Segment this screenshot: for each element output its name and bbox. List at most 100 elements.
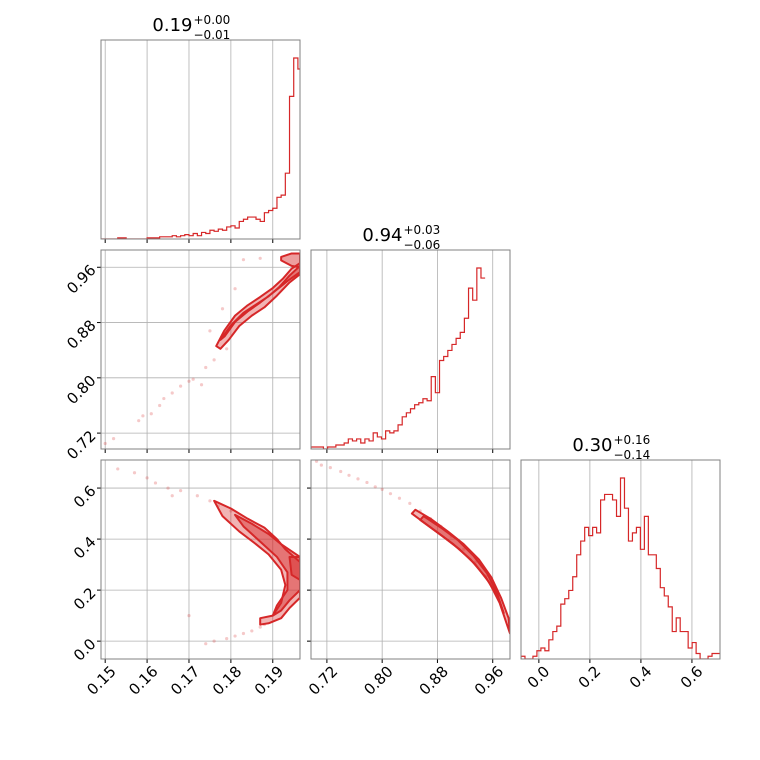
- panel-frame: [100, 249, 301, 450]
- sample-point: [212, 639, 216, 643]
- sample-point: [137, 419, 141, 423]
- x-tick-label: 0.88: [416, 662, 452, 698]
- sample-point: [233, 287, 237, 291]
- title-minus: −0.14: [614, 448, 651, 462]
- sample-point: [229, 509, 233, 513]
- panel-frame: [520, 459, 721, 660]
- x-tick-label: 0.6: [677, 662, 707, 692]
- sample-point: [179, 489, 183, 493]
- x-tick-label: 0.19: [251, 662, 287, 698]
- sample-point: [365, 480, 369, 485]
- x-tick-label: 0.72: [305, 662, 341, 698]
- sample-point: [141, 414, 145, 418]
- contour-level: [410, 508, 510, 635]
- title-minus: −0.06: [404, 238, 441, 252]
- sample-point: [373, 485, 377, 489]
- y-tick-label: 0.4: [70, 533, 100, 563]
- sample-point: [328, 466, 332, 470]
- sample-point: [220, 307, 225, 311]
- sample-point: [258, 256, 262, 260]
- sample-point: [388, 492, 393, 496]
- sample-point: [319, 463, 323, 467]
- x-tick-label: 0.18: [209, 662, 245, 698]
- sample-point: [149, 412, 153, 416]
- sample-point: [225, 636, 229, 641]
- sample-point: [258, 625, 262, 629]
- contour-level: [213, 499, 300, 626]
- sample-point: [339, 469, 343, 474]
- sample-point: [225, 347, 229, 351]
- density-panel-0-1: [97, 249, 301, 453]
- contour-level: [234, 513, 300, 617]
- sample-point: [170, 494, 174, 498]
- panel-title-1: 0.94 +0.03−0.06: [362, 223, 440, 252]
- y-tick-label: 0.0: [70, 635, 100, 665]
- sample-point: [191, 377, 195, 381]
- y-tick-label: 0.88: [63, 316, 99, 352]
- title-value: 0.30: [572, 435, 612, 456]
- x-tick-label: 0.2: [575, 662, 605, 692]
- sample-point: [347, 473, 351, 477]
- sample-point: [462, 547, 466, 551]
- sample-point: [166, 486, 170, 490]
- sample-point: [116, 467, 120, 471]
- y-tick-label: 0.80: [63, 372, 99, 408]
- sample-point: [208, 499, 212, 503]
- panel-frame: [100, 39, 301, 240]
- sample-point: [103, 441, 107, 446]
- hist-panel-0: [100, 39, 301, 243]
- contour-level: [215, 262, 300, 350]
- sample-point: [212, 358, 216, 362]
- x-tick-label: 0.0: [524, 662, 554, 692]
- sample-point: [250, 629, 254, 633]
- sample-point: [145, 476, 149, 480]
- sample-point: [241, 258, 246, 262]
- sample-point: [158, 403, 162, 408]
- sample-point: [187, 614, 191, 618]
- x-tick-label: 0.96: [471, 662, 507, 698]
- panel-title-0: 0.19 +0.00−0.01: [152, 13, 230, 42]
- sample-point: [380, 487, 384, 491]
- title-plus: +0.03: [404, 223, 441, 237]
- sample-point: [204, 642, 208, 646]
- contour-level: [288, 555, 300, 581]
- contour-level: [280, 252, 300, 269]
- hist-panel-1: [310, 249, 511, 453]
- title-value: 0.94: [362, 225, 402, 246]
- sample-point: [208, 329, 212, 333]
- sample-point: [170, 391, 174, 395]
- density-content: [116, 467, 300, 646]
- panel-title-2: 0.30 +0.16−0.14: [572, 433, 650, 462]
- sample-point: [111, 437, 116, 441]
- y-tick-label: 0.96: [63, 261, 99, 297]
- sample-point: [397, 496, 402, 500]
- panel-frame: [100, 459, 301, 660]
- density-content: [314, 460, 510, 635]
- y-tick-label: 0.2: [70, 584, 100, 614]
- density-content: [103, 252, 300, 446]
- density-panel-0-2: [97, 459, 301, 663]
- panel-frame: [310, 249, 511, 450]
- title-plus: +0.00: [194, 13, 231, 27]
- sample-point: [153, 481, 158, 485]
- density-panel-1-2: [307, 459, 511, 663]
- y-tick-label: 0.72: [63, 427, 99, 463]
- x-tick-label: 0.17: [167, 662, 203, 698]
- sample-point: [199, 383, 204, 387]
- contour-level: [419, 515, 505, 615]
- sample-point: [314, 460, 319, 463]
- hist-panel-2: [520, 459, 721, 663]
- sample-point: [408, 501, 412, 505]
- histogram-line: [311, 267, 486, 449]
- x-tick-label: 0.15: [83, 662, 119, 698]
- sample-point: [132, 471, 137, 475]
- sample-point: [204, 365, 208, 370]
- title-value: 0.19: [152, 15, 192, 36]
- x-tick-label: 0.4: [626, 662, 656, 692]
- sample-point: [195, 494, 199, 498]
- title-plus: +0.16: [614, 433, 651, 447]
- sample-point: [179, 384, 183, 388]
- x-tick-label: 0.16: [125, 662, 161, 698]
- contour-level: [219, 264, 300, 341]
